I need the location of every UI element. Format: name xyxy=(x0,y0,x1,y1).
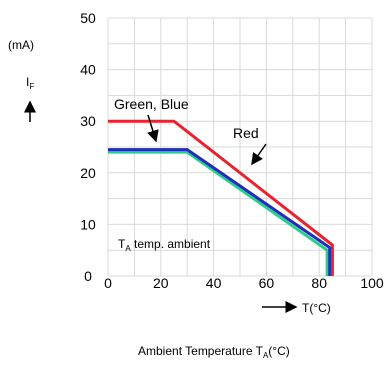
x-tick-label: 100 xyxy=(360,275,384,291)
annotation-green-blue-arrow-icon xyxy=(147,114,159,143)
y-tick-label: 10 xyxy=(80,216,96,232)
annotation-red-arrow-icon xyxy=(251,143,267,166)
series-line-green xyxy=(108,150,329,276)
x-tick-labels: 0 20 40 60 80 100 xyxy=(104,275,384,291)
y-tick-label: 40 xyxy=(80,62,96,78)
annotation-green-blue: Green, Blue xyxy=(114,96,189,112)
y-tick-label: 0 xyxy=(84,268,92,284)
annotation-red: Red xyxy=(233,125,259,141)
y-tick-label: 50 xyxy=(80,10,96,26)
x-tick-label: 20 xyxy=(153,275,169,291)
x-tick-label: 80 xyxy=(311,275,327,291)
y-axis-unit: (mA) xyxy=(8,38,34,52)
x-tick-label: 60 xyxy=(259,275,275,291)
y-tick-label: 20 xyxy=(80,165,96,181)
y-tick-labels: 0 10 20 30 40 50 xyxy=(80,10,96,284)
annotation-ambient: TA temp. ambient xyxy=(118,237,211,253)
series-line-red xyxy=(108,119,334,276)
x-axis-title: Ambient Temperature TA(°C) xyxy=(138,344,290,360)
x-tick-label: 40 xyxy=(206,275,222,291)
x-tick-label: 0 xyxy=(104,275,112,291)
series-group xyxy=(108,119,334,276)
y-tick-label: 30 xyxy=(80,113,96,129)
series-line-blue xyxy=(108,148,332,276)
y-axis-symbol: IF xyxy=(26,75,34,91)
x-axis-arrow-label: T(°C) xyxy=(302,301,331,315)
